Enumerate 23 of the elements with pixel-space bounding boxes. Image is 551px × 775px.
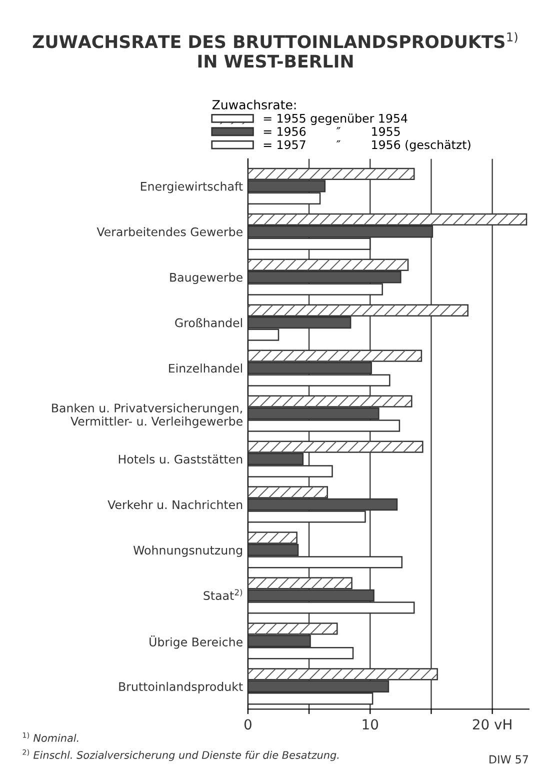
y-tick-label: Staat$^{2)}$: [204, 589, 242, 600]
y-tick-label: Großhandel: [175, 318, 242, 328]
y-tick-label: Übrige Bereiche: [150, 636, 242, 649]
legend-label: = 1955 gegenüber 1954: [264, 114, 408, 126]
legend-title: Zuwachsrate:: [212, 100, 296, 110]
x-tick-label: 10: [362, 719, 378, 730]
y-tick-label: Energiewirtschaft: [141, 182, 243, 194]
y-tick-label: Hotels u. Gaststätten: [118, 454, 242, 464]
text: $^{1)}$ Nominal.: [22, 732, 78, 742]
y-tick-label: Wohnungsnutzung: [133, 545, 242, 557]
y-tick-label: Verarbeitendes Gewerbe: [96, 227, 242, 236]
text: DIW 57: [490, 755, 528, 764]
y-tick-label: Banken u. Privatversicherungen, Vermittler- u. Verleihgewerbe: [52, 403, 242, 428]
legend-label: = 1956 ″ 1955: [264, 127, 400, 136]
x-tick-label: 0: [244, 719, 252, 730]
chart-title: ZUWACHSRATE DES BRUTTOINLANDSPRODUKTS$^{1)}$ IN WEST-BERLIN: [32, 32, 518, 68]
text: $^{2)}$ Einschl. Sozialversicherung und Dienste für die Besatzung.: [22, 749, 339, 761]
y-tick-label: Einzelhandel: [169, 364, 242, 373]
y-tick-label: Bruttoinlandsprodukt: [119, 682, 243, 694]
legend-label: = 1957 ″ 1956 (geschätzt): [264, 140, 470, 152]
y-tick-label: Baugewerbe: [170, 272, 242, 284]
x-tick-label: 20 vH: [472, 719, 512, 730]
y-tick-label: Verkehr u. Nachrichten: [108, 500, 242, 510]
